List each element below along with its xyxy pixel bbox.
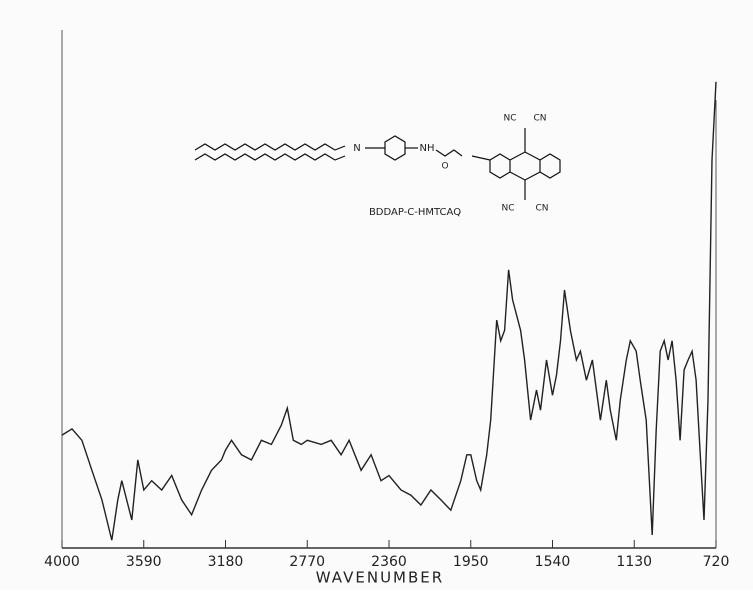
atom-label: NC <box>503 114 516 124</box>
ring-c <box>539 153 561 179</box>
x-tick-label: 720 <box>703 554 730 570</box>
atom-label: CN <box>535 204 548 214</box>
x-axis-label: WAVENUMBER <box>316 569 444 587</box>
atom-label: CN <box>533 114 546 124</box>
x-tick-label: 4000 <box>44 554 80 570</box>
x-tick-label: 2360 <box>371 554 407 570</box>
x-tick-label: 1540 <box>535 554 571 570</box>
molecule-name: BDDAP-C-HMTCAQ <box>369 207 461 218</box>
alkyl-chain <box>194 153 346 161</box>
ring-b <box>509 151 541 181</box>
atom-label: NC <box>501 204 514 214</box>
x-tick-label: 3590 <box>126 554 162 570</box>
x-tick-label: 2770 <box>289 554 325 570</box>
x-tick-label: 3180 <box>208 554 244 570</box>
x-tick-label: 1130 <box>616 554 652 570</box>
benzene-ring <box>384 135 406 161</box>
carbamate <box>435 149 463 157</box>
x-tick-label: 1950 <box>453 554 489 570</box>
alkyl-chain <box>194 143 346 151</box>
atom-label: NH <box>420 143 435 154</box>
spectrum-line <box>61 81 717 541</box>
molecule <box>194 128 561 200</box>
bond <box>471 155 491 161</box>
atom-label: N <box>353 143 360 154</box>
atom-label: O <box>441 162 448 172</box>
